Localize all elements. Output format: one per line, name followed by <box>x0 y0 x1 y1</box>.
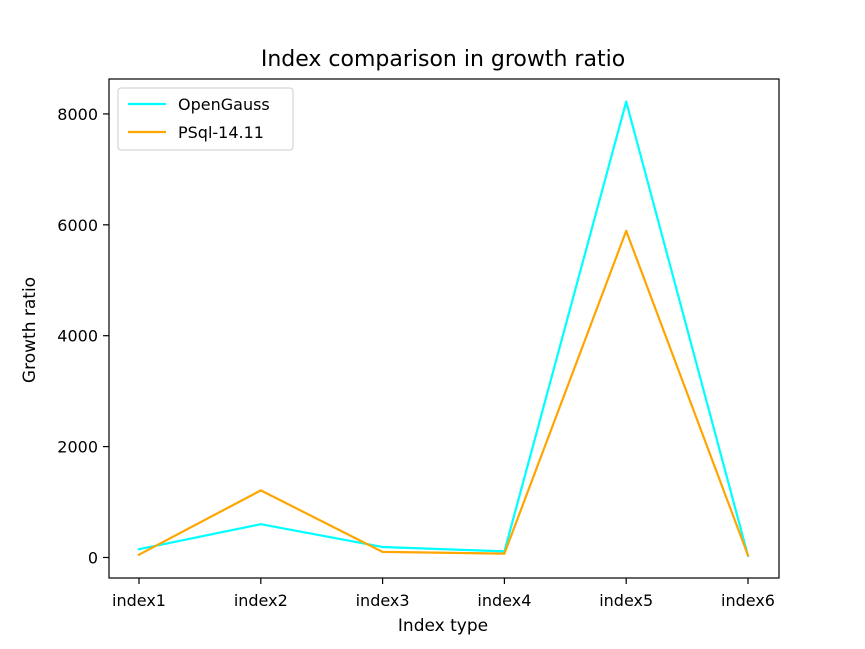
x-tick-label: index3 <box>356 591 410 610</box>
plot-frame <box>108 78 780 579</box>
data-point-1-index3 <box>381 545 384 549</box>
data-point-2-index6 <box>746 554 750 557</box>
x-tick-label: index2 <box>234 591 288 610</box>
x-tick-label: index1 <box>112 591 166 610</box>
y-tick-label: 6000 <box>57 216 98 235</box>
data-point-2-index2 <box>259 489 262 492</box>
y-tick-label: 2000 <box>57 438 98 457</box>
y-tick-label: 0 <box>88 548 98 567</box>
series-line-1 <box>137 100 750 558</box>
data-point-2-index4 <box>503 552 506 555</box>
legend-label-2: PSql-14.11 <box>178 123 264 142</box>
chart-title: Index comparison in growth ratio <box>261 47 625 72</box>
x-tick-label: index5 <box>599 591 653 610</box>
x-axis-label: Index type <box>398 616 488 636</box>
data-point-1-index5 <box>625 100 628 103</box>
x-tick-label: index4 <box>477 591 531 610</box>
data-point-1-index2 <box>259 523 262 526</box>
plot-area: index1 index2 index3 index4 index5 index6 0 200… <box>57 78 780 610</box>
series-line-2 <box>137 229 750 557</box>
data-point-2-index5 <box>625 229 628 233</box>
y-tick-label: 4000 <box>57 327 98 346</box>
x-tick-label: index6 <box>721 591 775 610</box>
y-axis-label: Growth ratio <box>20 277 40 383</box>
legend-label-1: OpenGauss <box>178 95 270 114</box>
data-point-2-index1 <box>137 553 141 556</box>
y-tick-label: 8000 <box>57 105 98 124</box>
legend: OpenGauss PSql-14.11 <box>117 87 294 151</box>
data-point-1-index1 <box>137 548 141 551</box>
data-point-2-index3 <box>381 550 384 554</box>
